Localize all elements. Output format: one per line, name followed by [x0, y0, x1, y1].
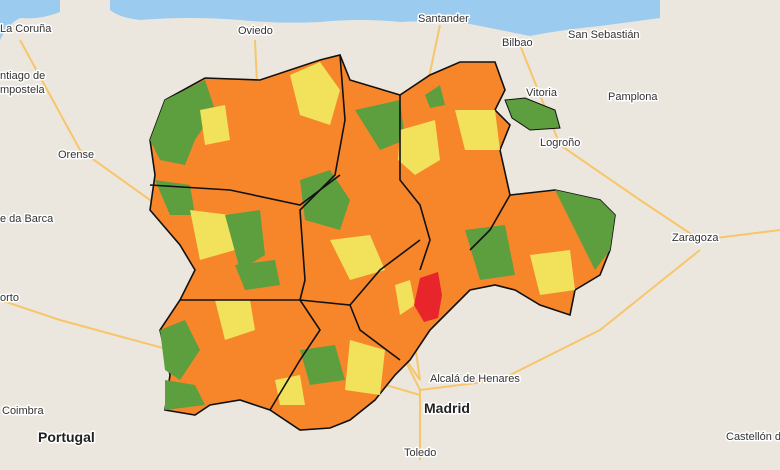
place-label: Zaragoza — [672, 232, 719, 244]
yellow-zone — [455, 110, 500, 150]
place-label: Castellón de — [726, 431, 780, 443]
place-label: Portugal — [38, 429, 95, 445]
place-label: Pamplona — [608, 91, 658, 103]
place-label: Oviedo — [238, 25, 273, 37]
green-enclave — [504, 97, 561, 131]
place-label: Coimbra — [2, 405, 44, 417]
red-zone — [414, 272, 442, 322]
sea — [0, 0, 60, 40]
green-zone — [555, 190, 615, 270]
yellow-zone — [215, 300, 255, 340]
place-label: Vitoria — [526, 87, 558, 99]
green-zone — [150, 80, 215, 165]
place-label: Logroño — [540, 137, 580, 149]
green-zone — [355, 100, 405, 150]
place-label: mpostela — [0, 84, 46, 96]
place-label: Toledo — [404, 447, 436, 459]
yellow-zone — [395, 280, 415, 315]
place-label: orto — [0, 292, 19, 304]
place-label: San Sebastián — [568, 29, 640, 41]
place-label: Madrid — [424, 400, 470, 416]
green-zone — [300, 170, 350, 230]
place-label: ntiago de — [0, 70, 45, 82]
yellow-zone — [275, 375, 305, 405]
yellow-zone — [190, 210, 235, 260]
province-borders — [149, 54, 511, 411]
green-zone — [425, 85, 445, 108]
sea — [110, 0, 660, 36]
green-zone — [300, 345, 345, 385]
green-zone — [235, 260, 280, 290]
region — [149, 54, 616, 431]
place-label: Bilbao — [502, 37, 533, 49]
green-zone — [465, 225, 515, 280]
green-zone — [165, 380, 205, 410]
yellow-zone — [345, 340, 385, 395]
green-zone — [155, 180, 195, 215]
place-label: Alcalá de Henares — [430, 373, 520, 385]
green-zone — [160, 320, 200, 380]
green-zone — [225, 210, 265, 270]
place-label: Santander — [418, 13, 469, 25]
yellow-zone — [398, 120, 440, 175]
yellow-zone — [530, 250, 575, 295]
yellow-zone — [330, 235, 385, 280]
place-label: Orense — [58, 149, 94, 161]
place-label: La Coruña — [0, 23, 52, 35]
place-label: e da Barca — [0, 213, 54, 225]
yellow-zone — [290, 62, 340, 125]
place-labels: La Coruña Oviedo Santander Bilbao San Sebast… — [0, 12, 780, 461]
yellow-zone — [200, 105, 230, 145]
